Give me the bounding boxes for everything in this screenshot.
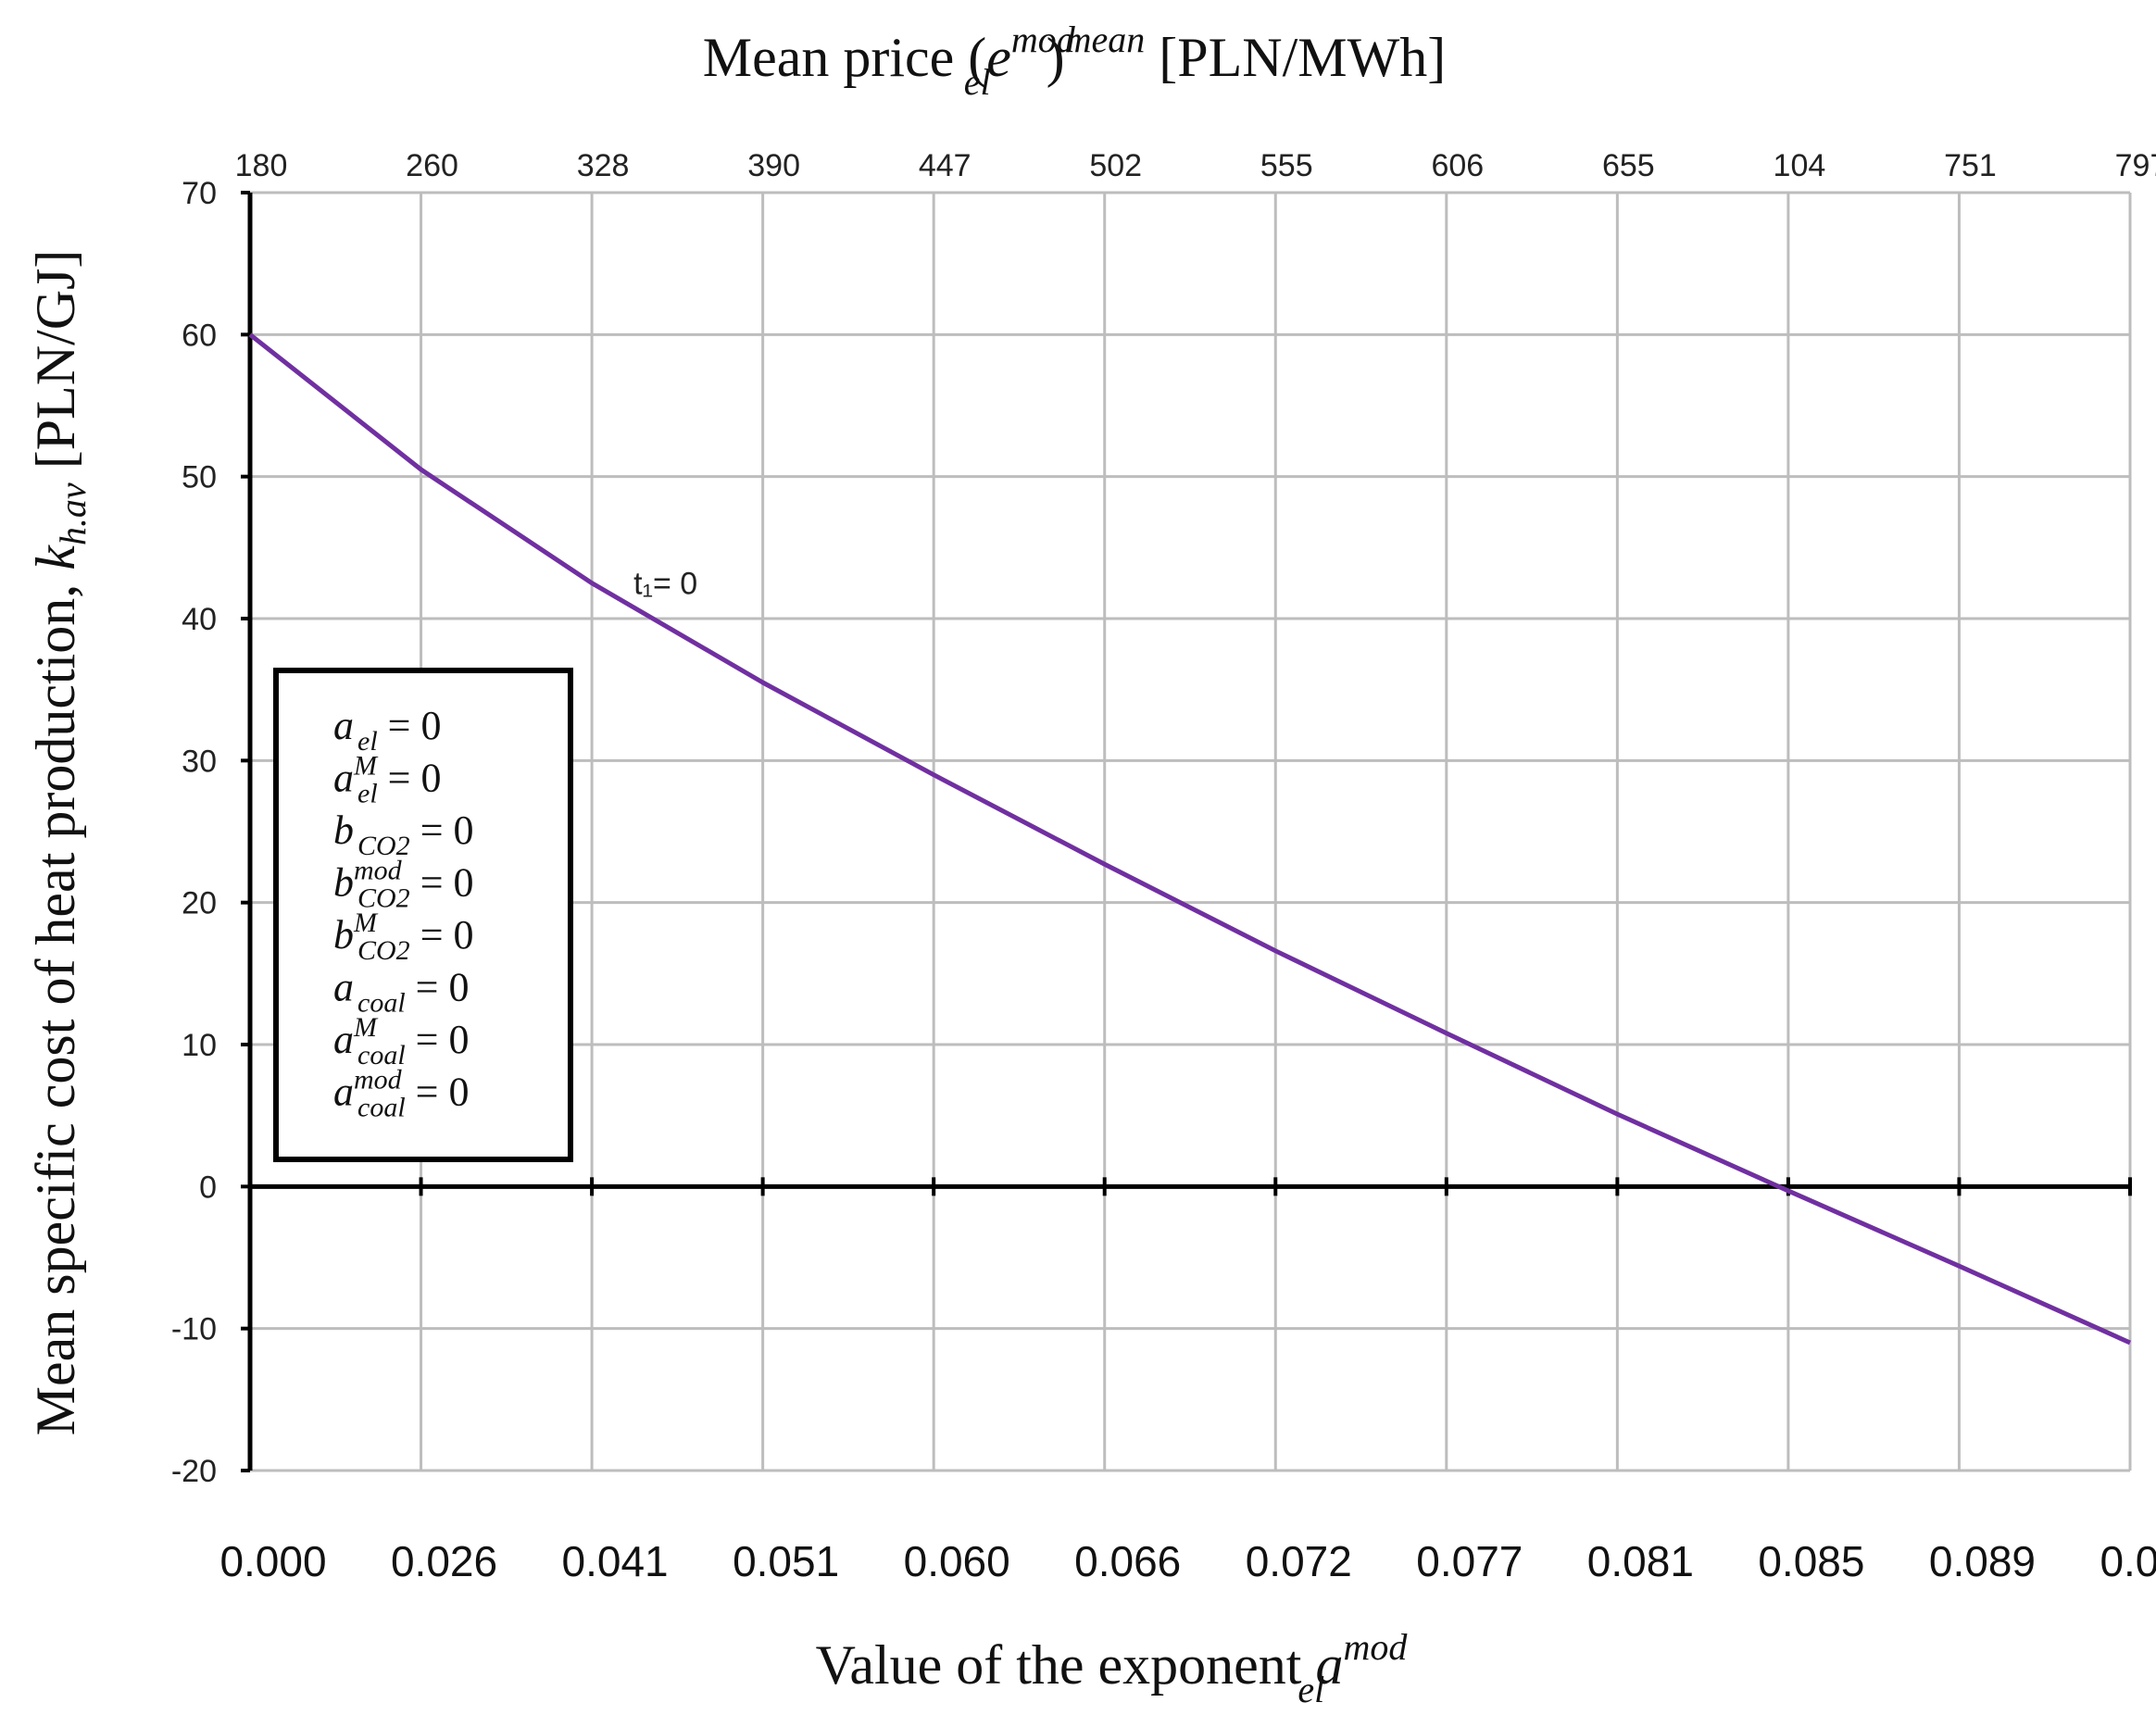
top-tick-label: 390 xyxy=(747,148,800,183)
parameter-value: = 0 xyxy=(378,756,442,801)
parameter-subscript: el xyxy=(357,726,378,757)
x-tick-label: 0.072 xyxy=(1246,1537,1352,1585)
y-title-unit: [PLN/GJ] xyxy=(25,250,86,483)
parameter-entry: aM coal = 0 xyxy=(333,1012,469,1070)
top-title-var-sub: el xyxy=(964,61,991,103)
parameter-symbol: a xyxy=(333,1017,354,1062)
parameter-entry: aM el = 0 xyxy=(333,751,441,809)
parameter-symbol: a xyxy=(333,756,354,801)
parameter-subscript: coal xyxy=(357,1093,406,1123)
top-title-outer-sup: mean xyxy=(1065,19,1146,60)
x-title-var-sub: el xyxy=(1297,1669,1324,1710)
x-tick-label: 0.081 xyxy=(1587,1537,1694,1585)
parameter-symbol: a xyxy=(333,965,354,1010)
x-title-var: a xyxy=(1315,1634,1343,1696)
top-title-unit: [PLN/MWh] xyxy=(1145,27,1446,88)
y-title-var-sub: h.av xyxy=(52,482,94,545)
top-tick-label: 447 xyxy=(919,148,971,183)
parameter-symbol: b xyxy=(333,807,354,853)
y-tick-label: 0 xyxy=(199,1170,217,1205)
top-tick-label: 606 xyxy=(1431,148,1484,183)
x-tick-label: 0.089 xyxy=(1929,1537,2036,1585)
parameter-entry: bM CO2 = 0 xyxy=(333,908,474,966)
parameter-superscript: mod xyxy=(354,856,403,886)
parameter-entry: bmod CO2 = 0 xyxy=(333,856,474,914)
top-tick-label: 180 xyxy=(235,148,288,183)
x-tick-labels: 0.000 0.026 0.041 0.051 0.060 0.066 0.072 0.077… xyxy=(219,1537,2156,1585)
series-line xyxy=(248,332,2132,1346)
x-tick-label: 0.085 xyxy=(1758,1537,1864,1585)
parameters-box-frame xyxy=(273,668,573,1162)
parameter-value: = 0 xyxy=(406,1070,470,1115)
x-tick-label: 0.000 xyxy=(219,1537,326,1585)
parameter-value: = 0 xyxy=(410,912,474,958)
top-tick-label: 555 xyxy=(1260,148,1313,183)
y-tick-label: 60 xyxy=(182,318,217,353)
x-title-base: Value of the exponent xyxy=(816,1634,1316,1696)
parameter-subscript: CO2 xyxy=(357,883,410,914)
x-tick-label: 0.077 xyxy=(1416,1537,1523,1585)
parameter-superscript: M xyxy=(353,908,379,938)
parameter-value: = 0 xyxy=(410,807,474,853)
top-tick-label: 655 xyxy=(1602,148,1655,183)
top-title-var-sup: mod xyxy=(1011,19,1076,60)
y-tick-label: -20 xyxy=(171,1454,217,1489)
top-title-var: e xyxy=(986,27,1011,88)
parameter-entry: b CO2 = 0 xyxy=(333,807,474,861)
parameter-symbol: b xyxy=(333,860,354,906)
parameter-symbol: a xyxy=(333,703,354,748)
x-title-var-sup: mod xyxy=(1343,1626,1408,1668)
top-title-close: ) xyxy=(1047,27,1065,88)
top-tick-labels: 180 260 328 390 447 502 555 606 655 104 751 797 xyxy=(235,148,2156,183)
top-tick-label: 797 xyxy=(2115,148,2156,183)
parameter-symbol: a xyxy=(333,1070,354,1115)
parameter-value: = 0 xyxy=(406,1017,470,1062)
x-tick-label: 0.066 xyxy=(1074,1537,1181,1585)
parameter-value: = 0 xyxy=(378,703,442,748)
y-tick-label: 20 xyxy=(182,886,217,921)
top-tick-label: 328 xyxy=(577,148,630,183)
y-axis-title: Mean specific cost of heat production, k… xyxy=(25,250,94,1436)
x-tick-label: 0.092 xyxy=(2100,1537,2156,1585)
y-tick-label: 50 xyxy=(182,460,217,495)
parameter-symbol: b xyxy=(333,912,354,958)
y-tick-label: 70 xyxy=(182,176,217,211)
top-tick-label: 260 xyxy=(406,148,458,183)
x-tick-label: 0.041 xyxy=(562,1537,669,1585)
series xyxy=(248,332,2132,1346)
parameter-subscript: el xyxy=(357,779,378,809)
y-title-base: Mean specific cost of heat production, xyxy=(25,570,86,1436)
x-tick-label: 0.026 xyxy=(391,1537,497,1585)
series-annotation: t₁= 0 xyxy=(633,567,697,602)
parameter-value: = 0 xyxy=(410,860,474,906)
parameter-subscript: CO2 xyxy=(357,831,410,861)
top-tick-label: 502 xyxy=(1089,148,1142,183)
y-title-var: k xyxy=(25,545,86,570)
parameter-subscript: CO2 xyxy=(357,935,410,966)
top-axis-title: Mean price (emod el)mean [PLN/MWh] xyxy=(703,19,1447,103)
top-tick-label: 104 xyxy=(1774,148,1826,183)
x-axis-title: Value of the exponent amod el xyxy=(816,1626,1409,1710)
y-tick-labels: -20 -10 0 10 20 30 40 50 60 70 xyxy=(171,176,217,1489)
y-tick-label: 40 xyxy=(182,602,217,637)
parameter-entry: a el = 0 xyxy=(333,703,441,757)
parameter-superscript: M xyxy=(353,1012,379,1043)
axes xyxy=(241,191,2132,1472)
parameter-superscript: M xyxy=(353,751,379,782)
parameter-entry: a coal = 0 xyxy=(333,965,469,1019)
top-tick-label: 751 xyxy=(1944,148,1997,183)
parameter-entry: amod coal = 0 xyxy=(333,1065,469,1123)
y-tick-label: -10 xyxy=(171,1312,217,1347)
y-tick-label: 30 xyxy=(182,744,217,779)
parameter-subscript: coal xyxy=(357,988,406,1019)
parameter-superscript: mod xyxy=(354,1065,403,1095)
top-title-base: Mean price ( xyxy=(703,27,987,88)
y-tick-label: 10 xyxy=(182,1028,217,1063)
x-tick-label: 0.051 xyxy=(733,1537,839,1585)
x-tick-label: 0.060 xyxy=(904,1537,1010,1585)
parameter-value: = 0 xyxy=(406,965,470,1010)
parameter-subscript: coal xyxy=(357,1040,406,1070)
